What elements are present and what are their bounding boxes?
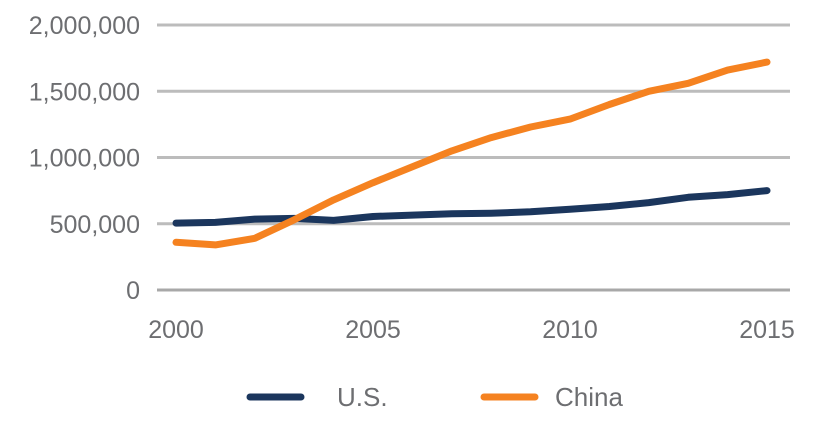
gridlines [157,23,790,292]
series-line-china [172,58,771,249]
x-tick-label: 2005 [345,316,401,344]
y-tick-label: 1,500,000 [29,78,140,106]
series-lines [172,58,771,249]
y-tick-label: 0 [126,277,140,305]
y-axis-tick-labels: 0 500,000 1,000,000 1,500,000 2,000,000 [29,12,140,305]
y-tick-label: 500,000 [50,211,140,239]
x-axis-tick-labels: 2000 2005 2010 2015 [148,316,795,344]
legend-label-china: China [555,382,623,412]
y-tick-label: 1,000,000 [29,145,140,173]
x-tick-label: 2000 [148,316,204,344]
series-line-us [172,187,771,227]
x-tick-label: 2010 [542,316,598,344]
x-tick-label: 2015 [739,316,795,344]
legend-label-us: U.S. [337,382,388,412]
y-tick-label: 2,000,000 [29,12,140,40]
legend: U.S. China [246,382,623,412]
